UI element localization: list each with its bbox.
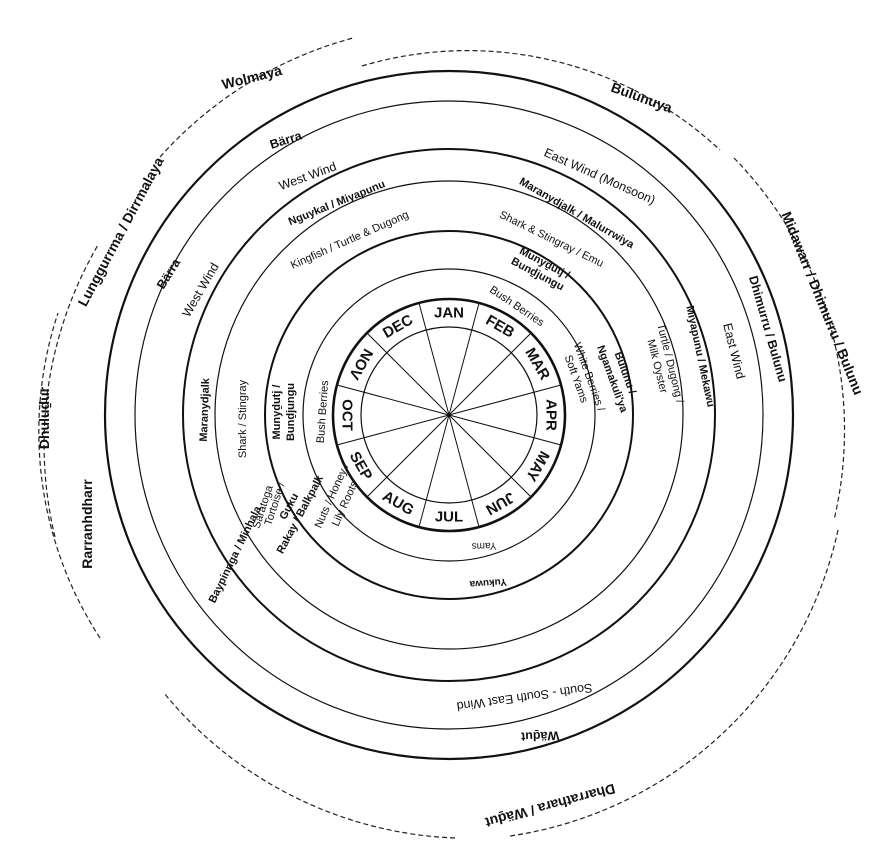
dashed-arc xyxy=(361,49,721,151)
month-spoke xyxy=(336,384,450,416)
month-label-nov: NOV xyxy=(345,346,376,383)
month-spoke xyxy=(336,414,450,446)
label-rarranhdharr: Rarranhdharr xyxy=(79,479,95,569)
month-spoke xyxy=(448,332,532,416)
label-munydutj-left-1: Munyḏutj / xyxy=(271,385,283,440)
ring-wind xyxy=(134,100,764,730)
month-spoke xyxy=(366,332,450,416)
label-dharrathara: Dharrathara / Wäḏut xyxy=(483,781,617,831)
dashed-arc xyxy=(509,529,839,837)
label-barra-left: Bärra xyxy=(154,255,184,291)
month-spoke xyxy=(448,414,532,498)
month-spoke xyxy=(448,414,480,528)
ring-food xyxy=(302,268,596,562)
label-midawarr: Midawarr / Dhimurru / Bulunu xyxy=(779,209,867,397)
label-east-wind: East Wind xyxy=(720,322,747,381)
label-bulunuya: Bulunuya xyxy=(609,79,675,116)
ring-month-inner xyxy=(360,326,538,504)
label-miyapunu-mekawu: Miyapunu / Mekawu xyxy=(683,305,716,409)
month-label-may: MAY xyxy=(522,448,553,484)
label-maranydjalk: Maranydjalk xyxy=(198,377,212,442)
month-spoke xyxy=(418,414,450,528)
month-label-oct: OCT xyxy=(339,399,356,431)
dashed-arc xyxy=(733,157,846,521)
label-munydutj-left-2: Bunḏjungu xyxy=(285,383,297,441)
month-label-dec: DEC xyxy=(380,311,416,342)
month-label-aug: AUG xyxy=(379,488,416,519)
month-label-jul: JUL xyxy=(435,509,463,526)
rings xyxy=(103,69,795,761)
dashed-arc xyxy=(163,692,456,839)
ring-calendar xyxy=(182,148,716,682)
month-spoke xyxy=(448,302,480,416)
outer-dashed-arcs xyxy=(38,37,846,839)
label-wadut: Wäḏut xyxy=(520,728,559,743)
month-spoke xyxy=(448,414,562,446)
label-wolmaya: Wolmaya xyxy=(220,62,283,92)
label-bush-berries-left: Bush Berries xyxy=(315,379,331,443)
label-south-east-wind: South - South East Wind xyxy=(456,681,594,714)
month-label-jan: JAN xyxy=(434,305,464,322)
month-label-apr: APR xyxy=(543,399,560,431)
dashed-arc xyxy=(159,37,354,158)
month-spokes xyxy=(336,302,562,528)
month-spoke xyxy=(418,302,450,416)
label-barra-top: Bärra xyxy=(268,128,304,152)
ring-fruit xyxy=(264,230,634,600)
ring-sea-food xyxy=(214,180,684,650)
label-west-wind-top: West Wind xyxy=(277,159,338,193)
dashed-arc xyxy=(38,312,101,639)
label-shark-stingray: Shark / Stingray xyxy=(237,379,249,458)
label-lunggurrma: Lunggurrma / Dirrmalaya xyxy=(74,154,166,309)
ring-outer xyxy=(103,69,795,761)
label-yams: Yams xyxy=(471,540,496,552)
month-spoke xyxy=(366,414,450,498)
label-dhuludur: Dhuluḏur xyxy=(36,386,52,449)
ring-month xyxy=(331,297,567,533)
label-yukuwa: Yukuwa xyxy=(469,576,507,590)
month-label-mar: MAR xyxy=(521,345,553,383)
month-spoke xyxy=(448,384,562,416)
